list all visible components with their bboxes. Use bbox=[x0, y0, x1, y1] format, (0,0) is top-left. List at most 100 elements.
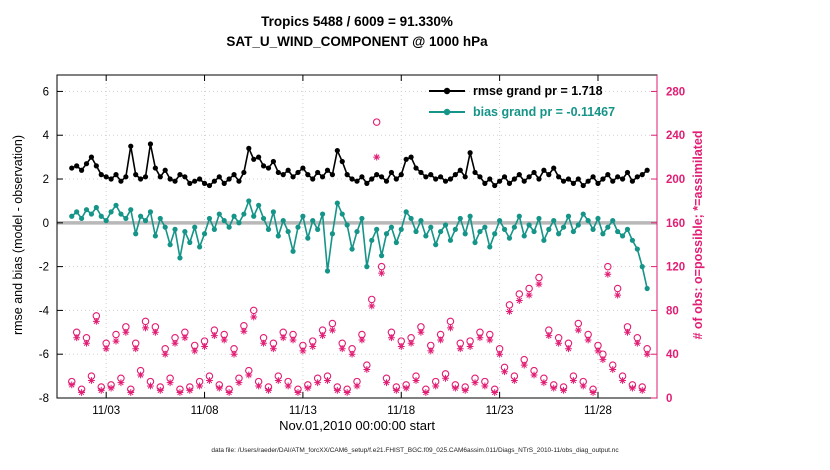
obs-assimilated-marker bbox=[338, 345, 346, 353]
rmse-marker bbox=[334, 147, 340, 154]
rmse-marker bbox=[251, 156, 257, 162]
bias-marker bbox=[565, 213, 572, 219]
obs-possible-marker bbox=[446, 317, 455, 326]
bias-marker bbox=[428, 224, 434, 230]
obs-assimilated-marker bbox=[451, 384, 459, 392]
obs-assimilated-marker bbox=[210, 332, 218, 339]
rmse-marker bbox=[511, 176, 517, 182]
obs-assimilated-marker bbox=[358, 336, 366, 344]
bias-marker bbox=[251, 213, 257, 219]
y-tick-label-right: 120 bbox=[666, 262, 685, 274]
rmse-marker bbox=[305, 172, 311, 178]
rmse-marker bbox=[167, 176, 173, 182]
obs-assimilated-marker bbox=[461, 386, 469, 394]
obs-assimilated-marker bbox=[309, 343, 317, 350]
rmse-marker bbox=[501, 174, 508, 180]
bias-marker bbox=[452, 226, 458, 232]
rmse-marker bbox=[467, 150, 473, 156]
legend-label: rmse grand pr = 1.718 bbox=[473, 83, 603, 98]
rmse-marker bbox=[74, 163, 80, 169]
bias-series-line bbox=[71, 198, 648, 289]
rmse-marker bbox=[531, 169, 537, 176]
bias-marker bbox=[246, 198, 252, 204]
bias-marker bbox=[388, 224, 395, 230]
rmse-marker bbox=[551, 165, 557, 171]
rmse-marker bbox=[98, 172, 104, 178]
bias-marker bbox=[319, 211, 326, 217]
obs-assimilated-marker bbox=[304, 384, 312, 392]
obs-possible-marker bbox=[505, 301, 514, 309]
bias-marker bbox=[344, 222, 350, 228]
bias-marker bbox=[482, 224, 488, 230]
obs-assimilated-marker bbox=[579, 382, 587, 390]
obs-assimilated-marker bbox=[638, 386, 646, 394]
legend-line-marker bbox=[429, 108, 465, 115]
obs-assimilated-marker bbox=[333, 386, 341, 394]
bias-marker bbox=[334, 200, 340, 206]
obs-assimilated-marker bbox=[137, 371, 145, 379]
rmse-marker bbox=[423, 174, 429, 180]
obs-assimilated-marker bbox=[142, 324, 149, 332]
rmse-marker bbox=[118, 178, 124, 184]
rmse-marker bbox=[378, 174, 385, 180]
y-tick-label-left: 2 bbox=[43, 174, 49, 186]
bias-marker bbox=[644, 285, 650, 292]
bias-marker bbox=[560, 224, 567, 230]
bias-marker bbox=[256, 202, 262, 208]
rmse-marker bbox=[83, 161, 90, 167]
obs-assimilated-marker bbox=[624, 328, 631, 336]
rmse-marker bbox=[133, 172, 139, 178]
obs-assimilated-marker bbox=[629, 384, 636, 392]
bias-marker bbox=[310, 218, 316, 224]
y-tick-label-left: -4 bbox=[39, 305, 50, 317]
obs-assimilated-marker bbox=[314, 379, 322, 387]
rmse-marker bbox=[413, 165, 419, 171]
obs-assimilated-marker bbox=[432, 382, 440, 390]
rmse-marker bbox=[497, 178, 503, 184]
obs-assimilated-marker bbox=[383, 379, 390, 387]
rmse-marker bbox=[211, 178, 217, 184]
bias-marker bbox=[570, 228, 576, 235]
obs-assimilated-marker bbox=[161, 350, 169, 358]
rmse-marker bbox=[69, 165, 75, 171]
bias-marker bbox=[265, 226, 272, 232]
obs-assimilated-marker bbox=[88, 377, 95, 384]
obs-assimilated-marker bbox=[97, 386, 105, 394]
bias-marker bbox=[590, 226, 596, 232]
bias-marker bbox=[305, 235, 311, 241]
rmse-marker bbox=[560, 178, 567, 184]
rmse-marker bbox=[93, 163, 99, 169]
bias-marker bbox=[206, 215, 213, 222]
rmse-marker bbox=[236, 178, 242, 184]
obs-assimilated-marker bbox=[619, 377, 626, 384]
bias-marker bbox=[162, 224, 168, 230]
bias-marker bbox=[526, 222, 532, 228]
obs-assimilated-marker bbox=[181, 334, 189, 342]
bias-marker bbox=[605, 224, 611, 230]
rmse-marker bbox=[580, 182, 586, 189]
obs-assimilated-marker bbox=[476, 334, 484, 342]
rmse-marker bbox=[565, 176, 572, 182]
rmse-marker bbox=[428, 172, 434, 178]
bias-marker bbox=[182, 228, 188, 235]
y-tick-label-right: 240 bbox=[666, 130, 685, 142]
rmse-marker bbox=[108, 176, 114, 182]
bias-marker bbox=[300, 213, 306, 219]
bias-marker bbox=[492, 231, 498, 237]
bias-marker bbox=[359, 215, 365, 222]
obs-assimilated-marker bbox=[525, 291, 533, 299]
rmse-marker bbox=[624, 169, 631, 176]
left-axis-label: rmse and bias (model - observation) bbox=[11, 134, 25, 336]
obs-assimilated-marker bbox=[68, 381, 76, 389]
bias-marker bbox=[270, 209, 276, 215]
bias-marker bbox=[138, 213, 144, 219]
chart-title-block: Tropics 5488 / 6009 = 91.330% SAT_U_WIND… bbox=[57, 12, 657, 52]
bias-marker bbox=[457, 215, 463, 222]
bias-marker bbox=[536, 215, 542, 222]
obs-assimilated-marker bbox=[132, 345, 140, 353]
bias-marker bbox=[487, 244, 493, 250]
rmse-marker bbox=[462, 174, 468, 180]
obs-assimilated-marker bbox=[353, 382, 361, 390]
obs-assimilated-marker bbox=[496, 350, 504, 358]
rmse-marker bbox=[477, 174, 483, 180]
